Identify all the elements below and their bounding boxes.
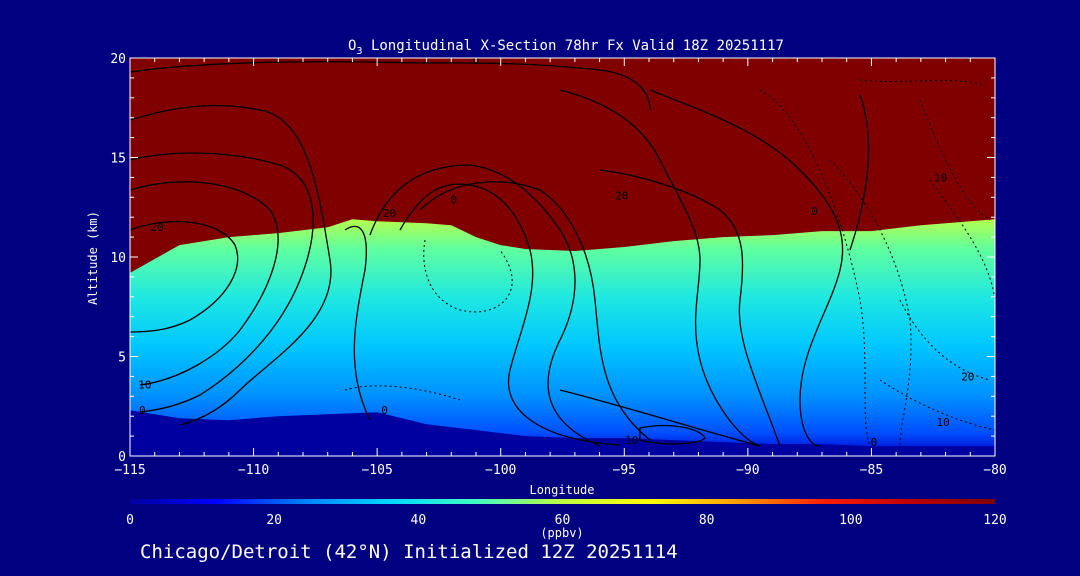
contour-label: 20 [961, 370, 974, 383]
y-axis: 0 5 10 15 20 [110, 52, 995, 465]
contour-lines [130, 61, 870, 447]
colorbar-tick-label: 80 [699, 513, 715, 528]
y-tick-label: 15 [110, 152, 126, 167]
x-tick-label: −90 [736, 463, 759, 478]
contour-label: 10 [138, 378, 151, 391]
boundary-layer-fill [130, 410, 995, 456]
contour-label: 0 [473, 54, 480, 67]
colorbar-tick-label: 0 [126, 513, 134, 528]
x-tick-label: −100 [485, 463, 516, 478]
x-tick-label: −95 [613, 463, 636, 478]
x-axis-label: Longitude [529, 483, 594, 497]
colorbar-tick-label: 120 [983, 513, 1006, 528]
colorbar [130, 499, 995, 504]
y-axis-label: Altitude (km) [86, 211, 100, 305]
y-tick-label: 0 [118, 450, 126, 465]
colorbar-units: (ppbv) [540, 526, 583, 540]
contour-label: 0 [871, 436, 878, 449]
colorbar-tick-label: 20 [266, 513, 282, 528]
stratosphere-fill [130, 58, 995, 273]
contour-label: 20 [383, 207, 396, 220]
contour-label: 20 [615, 189, 628, 202]
colorbar-tick-label: 100 [839, 513, 862, 528]
chart-title: O3 Longitudinal X-Section 78hr Fx Valid … [348, 38, 784, 57]
x-tick-label: −85 [860, 463, 883, 478]
contour-labels: 0 0 20 20 20 20 10 10 10 10 0 0 0 0 [138, 54, 974, 449]
contour-label: 0 [139, 404, 146, 417]
x-tick-label: −80 [983, 463, 1006, 478]
colorbar-tick-label: 40 [411, 513, 427, 528]
x-tick-label: −110 [238, 463, 269, 478]
x-axis: −115 −110 −105 −100 −95 −90 −85 −80 [114, 58, 1007, 478]
contour-label: 0 [811, 205, 818, 218]
dashed-contours [344, 79, 995, 447]
colorbar-ticks: 0 20 40 60 80 100 120 [126, 513, 1007, 528]
contour-label: 10 [625, 434, 638, 447]
y-tick-label: 5 [118, 351, 126, 366]
contour-label: 10 [934, 171, 947, 184]
contour-label: 0 [450, 193, 457, 206]
y-tick-label: 10 [110, 251, 126, 266]
contour-label: 0 [381, 404, 388, 417]
x-tick-label: −105 [361, 463, 392, 478]
caption: Chicago/Detroit (42°N) Initialized 12Z 2… [140, 541, 678, 563]
contour-label: 10 [936, 416, 949, 429]
x-tick-label: −115 [114, 463, 145, 478]
y-tick-label: 20 [110, 52, 126, 67]
contour-label: 20 [151, 221, 164, 234]
colorbar-tick-label: 60 [555, 513, 571, 528]
